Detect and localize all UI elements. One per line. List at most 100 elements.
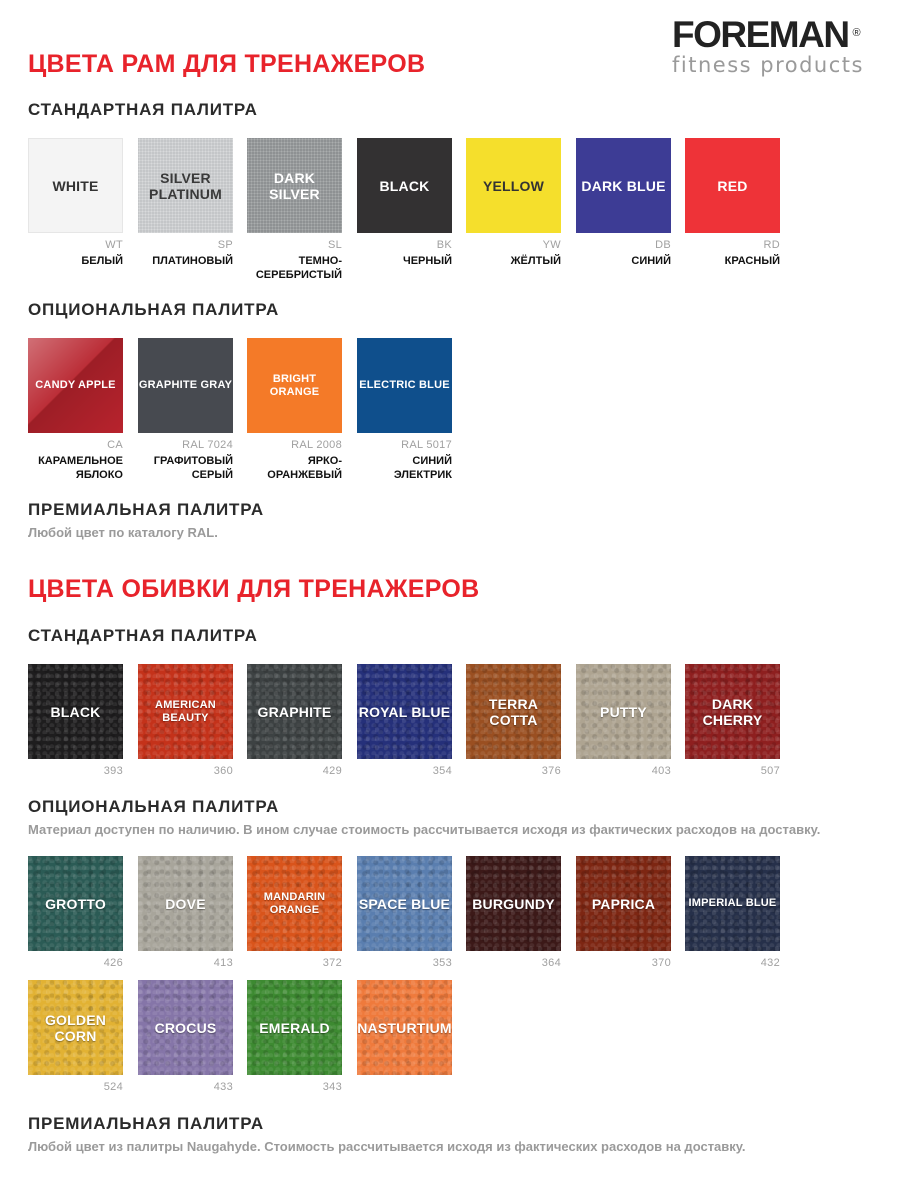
swatch-russian-name: КАРАМЕЛЬНОЕ ЯБЛОКО bbox=[38, 455, 123, 481]
swatch-russian-name: ГРАФИТОВЫЙ СЕРЫЙ bbox=[153, 455, 233, 481]
swatch-code: RAL 5017 bbox=[401, 439, 452, 451]
swatch-code: BK bbox=[436, 239, 452, 251]
swatch-code: 426 bbox=[103, 957, 123, 969]
color-swatch-item: GROTTO 426 bbox=[28, 856, 123, 970]
swatch-color-block: DOVE bbox=[138, 856, 233, 951]
swatch-color-block: TERRA COTTA bbox=[466, 664, 561, 759]
swatch-code: 429 bbox=[322, 765, 342, 777]
swatch-label: TERRA COTTA bbox=[488, 695, 539, 728]
swatch-color-block: PUTTY bbox=[576, 664, 671, 759]
color-swatch-item: BLACK BK ЧЕРНЫЙ bbox=[357, 138, 452, 268]
swatch-label: NASTURTIUM bbox=[357, 1019, 452, 1036]
swatch-code: 393 bbox=[103, 765, 123, 777]
color-swatch-item: GRAPHITE 429 bbox=[247, 664, 342, 778]
swatch-label: GROTTO bbox=[45, 895, 106, 912]
color-swatch-item: ROYAL BLUE 354 bbox=[357, 664, 452, 778]
color-swatch-item: WHITE WT БЕЛЫЙ bbox=[28, 138, 123, 268]
swatch-label: BRIGHT ORANGE bbox=[269, 372, 320, 398]
color-swatch-item: CANDY APPLE CA КАРАМЕЛЬНОЕ ЯБЛОКО bbox=[28, 338, 123, 482]
swatch-code: RD bbox=[763, 239, 780, 251]
swatch-color-block: DARK BLUE bbox=[576, 138, 671, 233]
swatch-label: GOLDEN CORN bbox=[44, 1011, 107, 1044]
color-swatch-item: DARK BLUE DB СИНИЙ bbox=[576, 138, 671, 268]
swatch-color-block: BURGUNDY bbox=[466, 856, 561, 951]
swatch-russian-name: ЖЁЛТЫЙ bbox=[510, 255, 561, 267]
swatch-color-block: GRAPHITE bbox=[247, 664, 342, 759]
swatch-code: 354 bbox=[432, 765, 452, 777]
swatch-russian-name: ЯРКО-ОРАНЖЕВЫЙ bbox=[267, 455, 342, 481]
swatch-color-block: EMERALD bbox=[247, 980, 342, 1075]
color-swatch-item: SPACE BLUE 353 bbox=[357, 856, 452, 970]
foreman-logo: FOREMAN ® fitness products bbox=[672, 16, 882, 77]
color-swatch-item: GRAPHITE GRAY RAL 7024 ГРАФИТОВЫЙ СЕРЫЙ bbox=[138, 338, 233, 482]
swatch-russian-name: ПЛАТИНОВЫЙ bbox=[152, 255, 233, 267]
color-swatch-item: DOVE 413 bbox=[138, 856, 233, 970]
swatch-color-block: BRIGHT ORANGE bbox=[247, 338, 342, 433]
swatch-russian-name: СИНИЙ bbox=[631, 255, 671, 267]
color-swatch-item: PUTTY 403 bbox=[576, 664, 671, 778]
swatch-color-block: DARK SILVER bbox=[247, 138, 342, 233]
logo-main-text: FOREMAN bbox=[672, 14, 850, 55]
swatch-color-block: BLACK bbox=[357, 138, 452, 233]
swatch-code: 376 bbox=[541, 765, 561, 777]
upholstery-optional-note: Материал доступен по наличию. В ином слу… bbox=[28, 822, 821, 837]
color-swatch-item: SILVER PLATINUM SP ПЛАТИНОВЫЙ bbox=[138, 138, 233, 268]
swatch-russian-name: КРАСНЫЙ bbox=[724, 255, 780, 267]
swatch-label: DOVE bbox=[165, 895, 206, 912]
upholstery-title: ЦВЕТА ОБИВКИ ДЛЯ ТРЕНАЖЕРОВ bbox=[28, 575, 480, 603]
frames-premium-note: Любой цвет по каталогу RAL. bbox=[28, 525, 218, 540]
color-swatch-item: MANDARIN ORANGE 372 bbox=[247, 856, 342, 970]
swatch-color-block: NASTURTIUM bbox=[357, 980, 452, 1075]
swatch-color-block: SPACE BLUE bbox=[357, 856, 452, 951]
color-swatch-item: EMERALD 343 bbox=[247, 980, 342, 1094]
swatch-color-block: CANDY APPLE bbox=[28, 338, 123, 433]
color-swatch-item: YELLOW YW ЖЁЛТЫЙ bbox=[466, 138, 561, 268]
swatch-label: SILVER PLATINUM bbox=[149, 169, 222, 202]
swatch-label: RED bbox=[717, 177, 748, 194]
swatch-code: 343 bbox=[322, 1081, 342, 1093]
swatch-label: AMERICAN BEAUTY bbox=[155, 698, 216, 724]
swatch-russian-name: ЧЕРНЫЙ bbox=[402, 255, 452, 267]
swatch-code: 433 bbox=[213, 1081, 233, 1093]
logo-tagline: fitness products bbox=[672, 53, 864, 77]
swatch-label: BLACK bbox=[50, 703, 101, 720]
swatch-color-block: GRAPHITE GRAY bbox=[138, 338, 233, 433]
registered-mark: ® bbox=[852, 27, 861, 39]
swatch-color-block: PAPRICA bbox=[576, 856, 671, 951]
swatch-code: 372 bbox=[322, 957, 342, 969]
color-swatch-item: CROCUS 433 bbox=[138, 980, 233, 1094]
swatch-label: PAPRICA bbox=[591, 895, 656, 912]
swatch-color-block: DARK CHERRY bbox=[685, 664, 780, 759]
swatch-color-block: GOLDEN CORN bbox=[28, 980, 123, 1075]
swatch-label: IMPERIAL BLUE bbox=[688, 897, 777, 909]
frames-premium-heading: ПРЕМИАЛЬНАЯ ПАЛИТРА bbox=[28, 500, 264, 519]
color-swatch-item: GOLDEN CORN 524 bbox=[28, 980, 123, 1094]
swatch-label: YELLOW bbox=[482, 177, 545, 194]
swatch-label: BLACK bbox=[379, 177, 430, 194]
color-swatch-item: AMERICAN BEAUTY 360 bbox=[138, 664, 233, 778]
swatch-color-block: WHITE bbox=[28, 138, 123, 233]
color-swatch-item: IMPERIAL BLUE 432 bbox=[685, 856, 780, 970]
swatch-code: 353 bbox=[432, 957, 452, 969]
swatch-code: 403 bbox=[651, 765, 671, 777]
swatch-color-block: SILVER PLATINUM bbox=[138, 138, 233, 233]
swatch-label: CANDY APPLE bbox=[35, 379, 116, 391]
swatch-code: 364 bbox=[541, 957, 561, 969]
upholstery-premium-note: Любой цвет из палитры Naugahyde. Стоимос… bbox=[28, 1139, 746, 1154]
swatch-color-block: AMERICAN BEAUTY bbox=[138, 664, 233, 759]
swatch-code: DB bbox=[655, 239, 671, 251]
swatch-label: CROCUS bbox=[154, 1019, 217, 1036]
logo-wordmark: FOREMAN ® bbox=[672, 16, 861, 53]
frames-title: ЦВЕТА РАМ ДЛЯ ТРЕНАЖЕРОВ bbox=[28, 50, 426, 78]
upholstery-standard-heading: СТАНДАРТНАЯ ПАЛИТРА bbox=[28, 626, 258, 645]
swatch-code: 360 bbox=[213, 765, 233, 777]
swatch-label: SPACE BLUE bbox=[358, 895, 451, 912]
swatch-color-block: GROTTO bbox=[28, 856, 123, 951]
swatch-color-block: CROCUS bbox=[138, 980, 233, 1075]
swatch-color-block: MANDARIN ORANGE bbox=[247, 856, 342, 951]
swatch-code: 432 bbox=[760, 957, 780, 969]
frames-standard-heading: СТАНДАРТНАЯ ПАЛИТРА bbox=[28, 100, 258, 119]
swatch-label: ELECTRIC BLUE bbox=[359, 379, 450, 391]
swatch-color-block: YELLOW bbox=[466, 138, 561, 233]
color-swatch-item: DARK CHERRY 507 bbox=[685, 664, 780, 778]
